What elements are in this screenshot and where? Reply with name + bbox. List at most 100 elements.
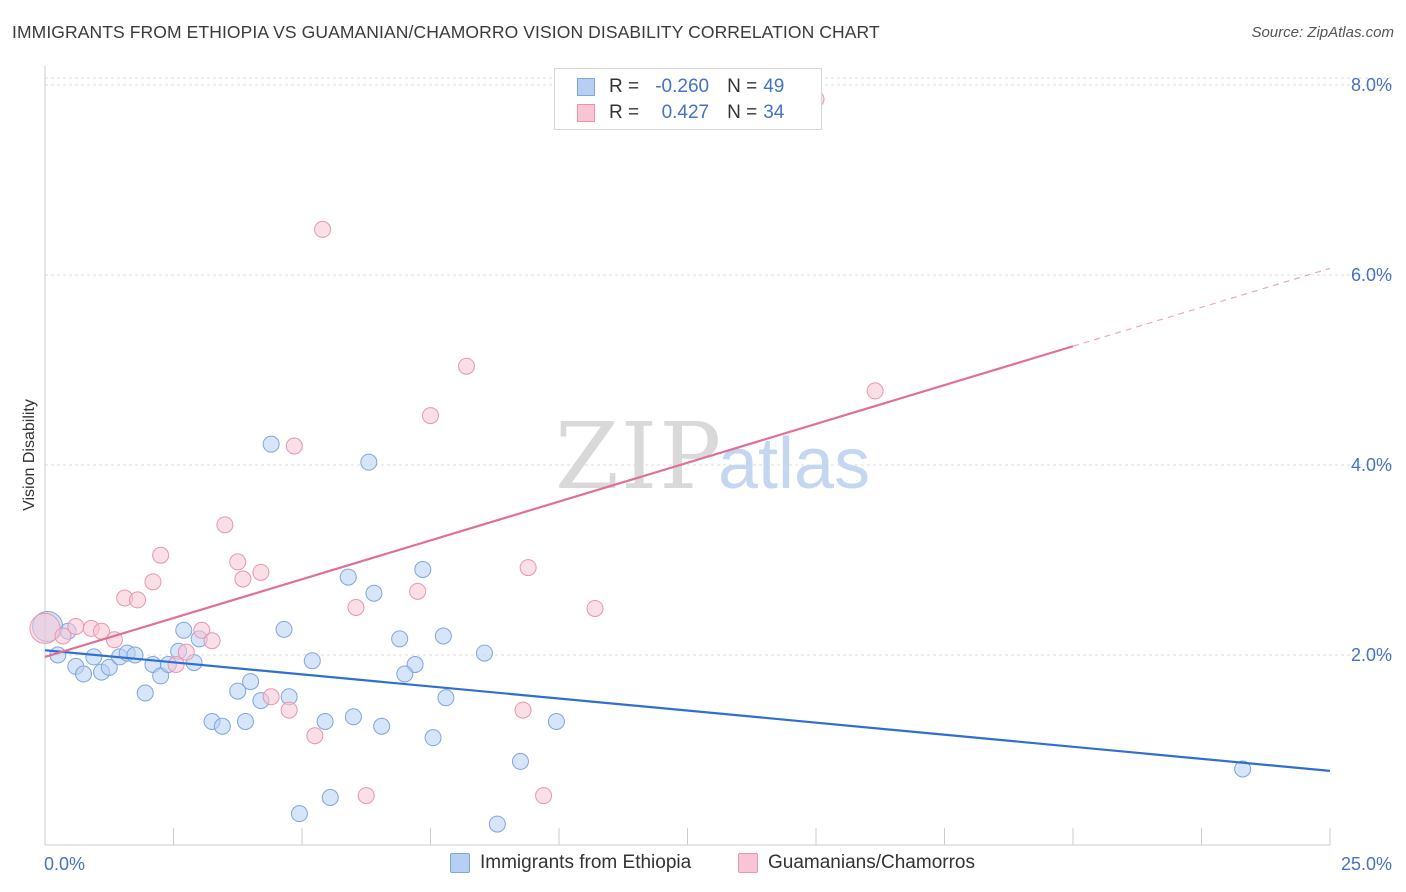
ethiopia-point (275, 620, 293, 638)
guamanian-point (409, 582, 427, 600)
chart-title: IMMIGRANTS FROM ETHIOPIA VS GUAMANIAN/CH… (12, 22, 880, 42)
guamanian-point (177, 643, 195, 661)
ethiopia-point (126, 646, 144, 664)
ethiopia-point (316, 713, 334, 730)
legend-row-ethiopia: R = -0.260 N = 49 (577, 75, 784, 99)
ethiopia-point (437, 689, 455, 707)
trend-lines (44, 267, 1331, 772)
legend-row-guamanian: R = 0.427 N = 34 (577, 101, 784, 125)
trend-line-guamanian (44, 345, 1074, 658)
ethiopia-point (547, 713, 565, 730)
ethiopia-point (100, 658, 118, 676)
x-tick-label-max: 25.0% (1341, 854, 1392, 874)
guamanian-point (144, 573, 162, 591)
legend-n-key: N = (727, 102, 758, 123)
ethiopia-point (365, 584, 383, 602)
legend-r-value-guamanian: 0.427 (661, 102, 710, 123)
series-legend-swatch-pink (738, 853, 758, 873)
gridlines (45, 77, 1392, 656)
y-tick-label: 2.0% (1351, 645, 1392, 665)
legend-r-key: R = (609, 102, 640, 123)
ethiopia-point (262, 435, 280, 453)
series-legend-swatch-blue (450, 853, 470, 873)
ethiopia-point (236, 713, 254, 730)
watermark: ZIP atlas (555, 403, 870, 510)
guamanian-point (280, 701, 298, 719)
guamanian-point (129, 591, 147, 609)
ethiopia-point (488, 815, 506, 833)
series-legend-item-ethiopia[interactable]: Immigrants from Ethiopia (450, 852, 691, 874)
guamanian-point (152, 546, 170, 564)
y-axis-tick-labels: 2.0% 4.0% 6.0% 8.0% (1351, 75, 1392, 665)
series-legend-label-guamanian: Guamanians/Chamorros (768, 852, 975, 873)
ethiopia-point (175, 621, 193, 639)
guamanian-point (866, 382, 884, 400)
ethiopia-point (229, 682, 247, 700)
trend-line-guamanian-extension (1072, 267, 1331, 347)
guamanian-point (285, 437, 303, 455)
ethiopia-point (85, 648, 103, 666)
source-label: Source: ZipAtlas.com (1251, 24, 1394, 41)
guamanian-point (422, 407, 439, 425)
guamanian-point (234, 570, 252, 588)
watermark-atlas: atlas (718, 424, 870, 504)
guamanian-point (535, 787, 553, 805)
guamanian-point (229, 553, 247, 571)
guamanian-point (262, 688, 280, 706)
ethiopia-point (339, 568, 357, 586)
guamanian-point (347, 599, 365, 616)
y-tick-label: 6.0% (1351, 265, 1392, 285)
legend-r-key: R = (609, 76, 640, 97)
guamanian-point (193, 621, 211, 639)
ethiopia-point (373, 717, 391, 735)
ethiopia-point (344, 708, 362, 726)
ethiopia-point (75, 665, 93, 683)
ethiopia-point (414, 561, 432, 578)
legend-n-key: N = (727, 76, 758, 97)
correlation-legend: R = -0.260 N = 49 R = 0.427 N = 34 (554, 68, 822, 130)
ethiopia-point (511, 752, 529, 770)
guamanian-point (306, 727, 324, 745)
ethiopia-point (213, 717, 231, 735)
x-tick-label-min: 0.0% (44, 854, 85, 874)
ethiopia-point (290, 805, 308, 823)
ethiopia-point (242, 673, 260, 691)
ethiopia-point (396, 665, 414, 683)
trend-line-ethiopia (44, 649, 1331, 772)
y-tick-label: 8.0% (1351, 75, 1392, 95)
guamanian-point (586, 599, 604, 617)
guamanian-point (314, 220, 332, 238)
guamanian-point (167, 656, 185, 673)
ethiopia-point (136, 684, 154, 702)
ethiopia-point (321, 789, 339, 806)
ethiopia-point (475, 644, 493, 662)
guamanian-point (203, 632, 221, 650)
ethiopia-point (1234, 760, 1252, 778)
legend-swatch-blue (577, 78, 595, 96)
legend-n-value-guamanian: 34 (763, 102, 785, 123)
watermark-zip: ZIP (555, 403, 723, 510)
series-legend-label-ethiopia: Immigrants from Ethiopia (480, 852, 692, 873)
series-legend: Immigrants from Ethiopia Guamanians/Cham… (0, 852, 1406, 876)
guamanian-point (519, 559, 537, 577)
ethiopia-point (434, 627, 452, 645)
guamanian-point (514, 701, 532, 719)
guamanian-point (54, 627, 72, 645)
legend-swatch-pink (577, 104, 595, 122)
ethiopia-point (303, 652, 321, 670)
guamanian-point (357, 787, 375, 805)
guamanian-point (252, 563, 270, 581)
ethiopia-point (360, 453, 378, 471)
ethiopia-point (391, 630, 409, 648)
series-legend-item-guamanian[interactable]: Guamanians/Chamorros (738, 852, 975, 874)
ethiopia-point (424, 729, 442, 747)
legend-n-value-ethiopia: 49 (763, 76, 785, 97)
guamanian-point (457, 357, 475, 375)
y-axis-label: Vision Disability (21, 399, 38, 511)
legend-r-value-ethiopia: -0.260 (655, 76, 710, 97)
x-axis-ticks (44, 828, 1331, 845)
guamanian-point (216, 516, 234, 534)
guamanian-point (67, 618, 85, 635)
y-tick-label: 4.0% (1351, 455, 1392, 475)
